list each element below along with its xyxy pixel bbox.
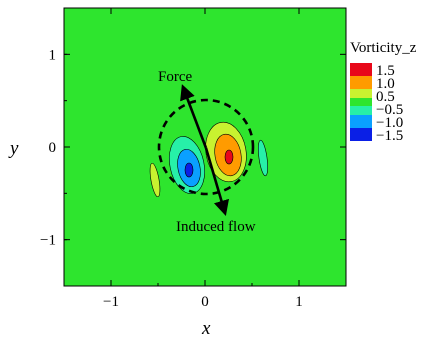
- legend-label: −1.5: [376, 128, 403, 144]
- legend-label: 0.5: [376, 89, 395, 105]
- x-axis-label: x: [201, 318, 211, 339]
- legend-label: 1.0: [376, 76, 395, 92]
- positive-vortex-core: [224, 149, 234, 165]
- right-side-lobe: [258, 139, 268, 177]
- legend-title: Vorticity_z: [350, 40, 417, 56]
- legend-label: −0.5: [376, 102, 403, 118]
- y-tick-label: −1: [40, 233, 56, 249]
- x-tick-label: 0: [201, 294, 209, 310]
- legend-label: −1.0: [376, 115, 403, 131]
- legend-swatch: [350, 63, 372, 76]
- y-axis-label: y: [8, 138, 19, 159]
- x-tick-label: 1: [295, 294, 303, 310]
- vorticity-legend: Vorticity_z 1.51.00.5−0.5−1.0−1.5: [350, 40, 417, 144]
- force-arrow: [180, 84, 208, 149]
- cylinder-outline-dashed: [157, 98, 255, 196]
- force-label: Force: [158, 69, 192, 85]
- induced-flow-label: Induced flow: [176, 219, 256, 235]
- left-side-lobe: [149, 162, 161, 198]
- y-tick-label: 0: [49, 140, 57, 156]
- legend-swatch: [350, 128, 372, 141]
- axis-ticks: −1 0 1 1 0 −1: [40, 7, 347, 310]
- legend-swatch: [350, 115, 372, 128]
- negative-vortex-core: [184, 162, 194, 178]
- vorticity-contours: [149, 121, 268, 198]
- induced-flow-arrow: [204, 147, 229, 216]
- legend-swatch: [350, 76, 372, 89]
- legend-label: 1.5: [376, 63, 395, 79]
- x-tick-label: −1: [103, 294, 119, 310]
- y-tick-label: 1: [49, 47, 57, 63]
- legend-swatch-neutral: [350, 98, 372, 106]
